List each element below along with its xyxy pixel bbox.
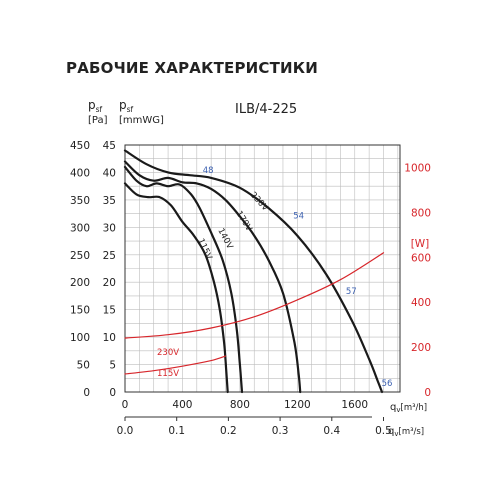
y-tick-w: 1000 [404, 162, 431, 174]
x-tick-m3h: 1600 [341, 399, 368, 411]
y-axis-label-pa: psf [88, 98, 103, 114]
x-tick-m3s: 0.1 [168, 425, 185, 437]
x-tick-m3s: 0.0 [117, 425, 134, 437]
x-tick-m3h: 0 [122, 399, 129, 411]
x-axis-label-m3h: qv[m³/h] [390, 402, 427, 414]
y-tick-mmwg: 20 [103, 277, 116, 289]
page-title: РАБОЧИЕ ХАРАКТЕРИСТИКИ [66, 59, 319, 77]
y-tick-w: 800 [411, 207, 431, 219]
y-tick-pa: 100 [70, 332, 90, 344]
y-tick-w: 400 [411, 297, 431, 309]
y-tick-mmwg: 15 [103, 305, 116, 317]
y-tick-pa: 250 [70, 250, 90, 262]
operating-point-label: 54 [293, 211, 304, 221]
y-tick-mmwg: 45 [103, 140, 116, 152]
x-tick-m3h: 400 [172, 399, 192, 411]
y-tick-pa: 200 [70, 277, 90, 289]
x-tick-m3s: 0.3 [272, 425, 289, 437]
y-tick-mmwg: 5 [109, 360, 116, 372]
y-axis-label-mmwg: psf [119, 98, 134, 114]
pressure-curve-115v [123, 182, 229, 394]
operating-point-label: 48 [203, 166, 214, 176]
y-tick-mmwg: 10 [103, 332, 116, 344]
x-tick-m3h: 800 [230, 399, 250, 411]
pressure-curve-170v [123, 160, 302, 394]
y-tick-mmwg: 30 [103, 222, 116, 234]
x-tick-m3s: 0.5 [375, 425, 392, 437]
x-tick-m3s: 0.4 [323, 425, 340, 437]
y-tick-pa: 400 [70, 167, 90, 179]
y-tick-mmwg: 25 [103, 250, 116, 262]
plot-frame [124, 144, 401, 393]
y-axis-unit-mmwg: [mmWG] [119, 115, 164, 126]
y-axis-label-w: [W] [411, 238, 430, 250]
pressure-curve-140v [123, 165, 244, 394]
y-tick-w: 200 [411, 342, 431, 354]
y-tick-w: 600 [411, 252, 431, 264]
y-tick-pa: 450 [70, 140, 90, 152]
chart-model-label: ILB/4-225 [235, 102, 297, 117]
y-axis-unit-pa: [Pa] [88, 115, 108, 126]
power-curve-label-115v: 115V [157, 369, 179, 379]
y-tick-pa: 50 [77, 360, 90, 372]
y-tick-pa: 300 [70, 222, 90, 234]
x-tick-m3h: 1200 [284, 399, 311, 411]
pressure-curve-230v [123, 149, 384, 394]
y-tick-mmwg: 0 [109, 387, 116, 399]
pressure-curve-label-170v: 170V [233, 209, 253, 233]
power-curve-115v [124, 355, 227, 375]
y-tick-w: 0 [424, 387, 431, 399]
y-tick-pa: 0 [83, 387, 90, 399]
pressure-curve-label-230v: 230V [248, 190, 270, 213]
y-tick-mmwg: 35 [103, 195, 116, 207]
x-tick-m3s: 0.2 [220, 425, 237, 437]
power-curve-230v [124, 252, 385, 339]
y-tick-pa: 150 [70, 305, 90, 317]
y-tick-mmwg: 40 [103, 167, 116, 179]
y-tick-pa: 350 [70, 195, 90, 207]
x-axis-label-m3s: qv[m³/s] [388, 426, 424, 438]
operating-point-label: 56 [382, 379, 393, 389]
operating-point-label: 57 [346, 287, 357, 297]
power-curve-label-230v: 230V [157, 348, 179, 358]
